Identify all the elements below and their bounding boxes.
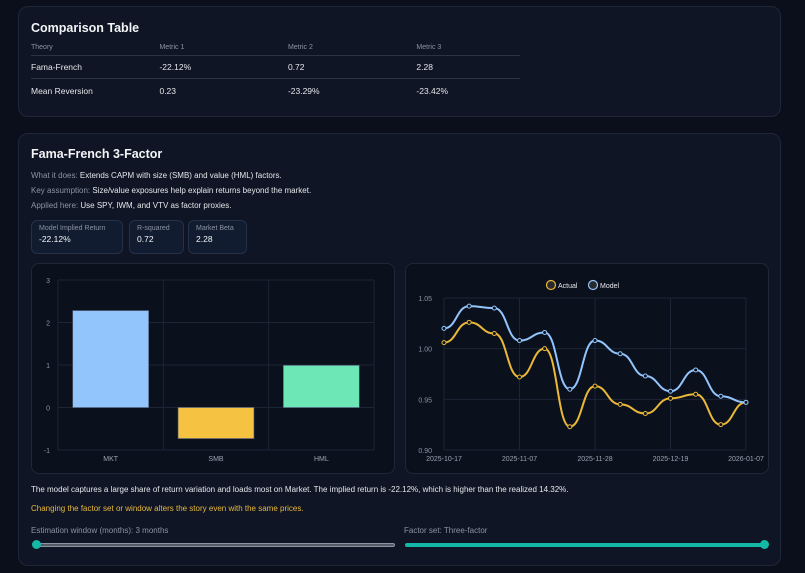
factor-slider-thumb[interactable] [760,540,769,549]
data-point [542,346,548,352]
y-tick-label: 2 [46,321,50,328]
bar-smb [177,407,255,439]
data-point [718,422,724,428]
data-point [466,319,472,325]
legend-label: Actual [558,283,578,290]
key-assumption: Key assumption: Size/value exposures hel… [31,186,311,195]
metric-implied-return: Model Implied Return -22.12% [31,220,123,254]
window-slider-thumb[interactable] [32,540,41,549]
model-title: Fama-French 3-Factor [31,147,163,161]
table-row: Mean Reversion 0.23 -23.29% -23.42% [31,79,520,102]
cell: 0.72 [287,62,305,72]
legend-marker [587,279,599,291]
data-point [491,330,497,336]
metric-market-beta: Market Beta 2.28 [188,220,247,254]
window-slider-track[interactable] [33,543,395,547]
data-point [517,338,522,344]
legend-label: Model [600,283,620,290]
y-tick-label: -1 [44,448,50,455]
table-row: Fama-French -22.12% 0.72 2.28 [31,56,520,79]
y-tick-label: 1.00 [418,347,432,354]
data-point [466,303,472,309]
x-tick-label: MKT [103,456,119,463]
metric-value: -22.12% [39,234,71,244]
factor-slider-track[interactable] [405,543,767,547]
what-text: Extends CAPM with size (SMB) and value (… [79,171,282,180]
data-point [592,383,598,389]
cell: Mean Reversion [31,85,93,96]
header-cell: Theory [31,44,53,51]
x-tick-label: HML [314,456,329,463]
assump-label: Key assumption: [31,186,91,195]
header-cell: Metric 3 [416,44,442,51]
data-point [491,305,497,311]
data-point [668,395,673,401]
cell: 2.28 [416,62,433,72]
applied-here: Applied here: Use SPY, IWM, and VTV as f… [31,201,231,210]
data-point [617,351,623,357]
cell: -23.29% [287,85,320,96]
cell: -22.12% [159,62,192,72]
bar-mkt [72,310,149,408]
data-point [743,399,749,405]
y-tick-label: 1 [46,363,50,370]
comparison-table: Theory Metric 1 Metric 2 Metric 3 Fama-F… [31,44,520,102]
data-point [567,386,573,392]
metric-label: R-squared [137,225,170,232]
window-label: Estimation window (months): 3 months [31,526,169,535]
x-tick-label: 2025-12-19 [653,456,689,463]
table-header: Theory Metric 1 Metric 2 Metric 3 [31,44,520,56]
data-point [718,393,724,399]
data-point [441,340,447,346]
cell: 0.23 [159,85,177,96]
header-cell: Metric 1 [159,44,185,51]
cell: -23.42% [416,85,449,96]
price-line-chart: 0.90 0.95 1.00 1.05 2025-10-17 2025-11-07 2025… [405,263,769,474]
data-point [517,374,522,380]
x-tick-label: 2025-11-28 [577,456,612,463]
metric-r-squared: R-squared 0.72 [129,220,184,254]
y-tick-label: 0.95 [418,397,432,404]
applied-label: Applied here: [31,201,79,210]
header-cell: Metric 2 [287,44,313,51]
what-label: What it does: [31,171,78,180]
y-tick-label: 1.05 [418,296,432,303]
x-tick-label: 2026-01-07 [728,456,764,463]
summary-text: The model captures a large share of retu… [31,485,569,494]
data-point [617,401,623,407]
data-point [693,367,699,373]
data-point [441,325,447,331]
data-point [668,388,673,394]
data-point [542,329,548,335]
x-tick-label: 2025-10-17 [426,456,462,463]
y-tick-label: 0 [46,406,50,413]
comparison-title: Comparison Table [31,21,140,35]
model-card: Fama-French 3-Factor What it does: Exten… [18,133,781,566]
data-point [693,391,699,397]
factor-label: Factor set: Three-factor [404,526,488,535]
applied-text: Use SPY, IWM, and VTV as factor proxies. [80,201,232,210]
y-tick-label: 0.90 [418,448,432,455]
assump-text: Size/value exposures help explain return… [92,186,312,195]
factor-bar-chart: -1 0 1 2 3 MKT SMB HML [31,263,395,474]
y-tick-label: 3 [46,278,50,285]
metric-value: 0.72 [137,234,154,244]
data-point [567,424,573,430]
metric-value: 2.28 [196,234,213,244]
metric-label: Market Beta [196,225,234,232]
what-it-does: What it does: Extends CAPM with size (SM… [31,171,282,180]
metric-label: Model Implied Return [39,225,106,232]
data-point [642,373,648,379]
note-text: Changing the factor set or window alters… [31,504,304,513]
legend-marker [545,279,557,291]
comparison-card: Comparison Table Theory Metric 1 Metric … [18,6,781,117]
data-point [592,338,598,344]
data-point [642,411,648,417]
cell: Fama-French [31,62,83,72]
bar-chart-svg: -1 0 1 2 3 MKT SMB HML [44,278,375,463]
bar-hml [283,365,360,408]
x-tick-label: 2025-11-07 [502,456,537,463]
line-chart-svg: 0.90 0.95 1.00 1.05 2025-10-17 2025-11-07 2025… [418,279,764,463]
x-tick-label: SMB [208,456,224,463]
